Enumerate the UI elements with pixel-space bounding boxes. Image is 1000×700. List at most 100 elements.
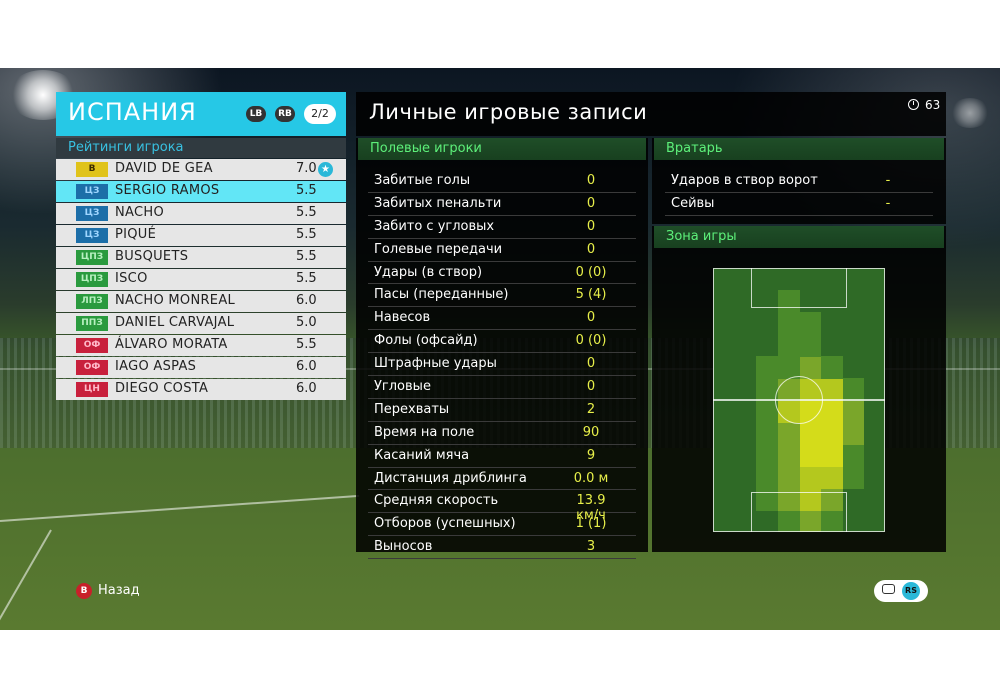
centre-circle xyxy=(775,376,823,424)
clock-icon xyxy=(908,99,919,110)
top-penalty-box xyxy=(751,268,847,308)
gk-stat-label: Ударов в створ ворот xyxy=(671,173,818,188)
player-rating: 5.5 xyxy=(296,205,317,220)
gk-stat-value: - xyxy=(885,195,891,211)
stat-row: Отборов (успешных) 1 (1) xyxy=(368,513,636,537)
rb-button-icon[interactable]: RB xyxy=(275,106,295,122)
stat-label: Время на поле xyxy=(374,424,475,440)
field-players-heading: Полевые игроки xyxy=(358,138,646,160)
heatmap-cell xyxy=(777,466,800,489)
stat-label: Удары (в створ) xyxy=(374,264,483,280)
stat-value: 0 xyxy=(586,379,596,395)
zone-heading-label: Зона игры xyxy=(666,229,737,244)
game-screen: ИСПАНИЯ LB RB 2/2 Рейтинги игрока В DAVID… xyxy=(0,68,1000,630)
heatmap-cell xyxy=(777,290,800,313)
player-row[interactable]: ЦПЗ ISCO 5.5 xyxy=(56,269,346,290)
stat-value: 0 xyxy=(586,218,596,234)
stat-label: Забитых пенальти xyxy=(374,195,502,211)
stat-row: Средняя скорость 13.9 км/ч xyxy=(368,490,636,523)
position-badge: ЦЗ xyxy=(76,184,108,199)
player-row[interactable]: ОФ ÁLVARO MORATA 5.5 xyxy=(56,335,346,356)
heatmap-cell xyxy=(820,444,843,467)
stat-label: Пасы (переданные) xyxy=(374,287,509,303)
stat-row: Навесов 0 xyxy=(368,307,636,331)
heatmap-cell xyxy=(756,444,778,467)
records-header: Личные игровые записи 63 xyxy=(356,92,946,136)
position-badge: ЛПЗ xyxy=(76,294,108,309)
player-row[interactable]: В DAVID DE GEA 7.0 ★ xyxy=(56,159,346,180)
heatmap-cell xyxy=(799,334,821,357)
goalkeeper-heading: Вратарь xyxy=(654,138,944,160)
stat-row: Фолы (офсайд) 0 (0) xyxy=(368,330,636,354)
lb-button-icon[interactable]: LB xyxy=(246,106,266,122)
stat-value: 0 xyxy=(586,356,596,372)
heatmap-cell xyxy=(777,312,800,335)
player-name: DIEGO COSTA xyxy=(115,381,209,396)
player-name: ÁLVARO MORATA xyxy=(115,337,228,352)
heatmap-cell xyxy=(799,488,821,511)
player-name: DANIEL CARVAJAL xyxy=(115,315,235,330)
heatmap-cell xyxy=(820,378,843,401)
stat-label: Забито с угловых xyxy=(374,218,495,234)
player-name: BUSQUETS xyxy=(115,249,189,264)
position-badge: ППЗ xyxy=(76,316,108,331)
stat-value: 90 xyxy=(582,424,600,440)
gk-stat-value: - xyxy=(885,173,891,188)
stat-value: 9 xyxy=(586,447,596,463)
heatmap-cell xyxy=(842,400,864,423)
pitch-line xyxy=(0,494,360,522)
heatmap-cell xyxy=(756,488,778,511)
heatmap-cell xyxy=(820,488,843,511)
player-name: PIQUÉ xyxy=(115,227,157,242)
player-name: NACHO xyxy=(115,205,164,220)
stat-row: Угловые 0 xyxy=(368,376,636,399)
heatmap-cell xyxy=(777,510,800,532)
team-header: ИСПАНИЯ LB RB 2/2 xyxy=(56,92,346,136)
player-row[interactable]: ЦН DIEGO COSTA 6.0 xyxy=(56,379,346,400)
ratings-heading: Рейтинги игрока xyxy=(56,138,346,158)
heatmap-cell xyxy=(799,444,821,467)
stat-label: Навесов xyxy=(374,310,431,326)
player-rating: 5.0 xyxy=(296,315,317,330)
stat-value: 0 (0) xyxy=(575,333,607,349)
chat-icon xyxy=(882,584,895,594)
gk-stat-row: Ударов в створ ворот - xyxy=(665,170,933,193)
stat-value: 1 (1) xyxy=(575,516,607,532)
back-button[interactable]: B Назад xyxy=(76,583,140,599)
gk-stat-label: Сейвы xyxy=(671,195,715,211)
stat-row: Выносов 3 xyxy=(368,536,636,560)
player-row[interactable]: ЦПЗ BUSQUETS 5.5 xyxy=(56,247,346,268)
player-row[interactable]: ЛПЗ NACHO MONREAL 6.0 xyxy=(56,291,346,312)
stat-label: Фолы (офсайд) xyxy=(374,333,478,349)
heatmap-cell xyxy=(799,466,821,489)
heatmap-cell xyxy=(842,378,864,401)
player-row[interactable]: ОФ IAGO ASPAS 6.0 xyxy=(56,357,346,378)
stat-row: Голевые передачи 0 xyxy=(368,239,636,262)
gk-stat-row: Сейвы - xyxy=(665,193,933,216)
heatmap-cell xyxy=(799,312,821,335)
page-indicator: 2/2 xyxy=(304,104,336,124)
heatmap-cell xyxy=(820,356,843,379)
stat-row: Забито с угловых 0 xyxy=(368,216,636,239)
player-row[interactable]: ЦЗ NACHO 5.5 xyxy=(56,203,346,224)
player-rating: 5.5 xyxy=(296,271,317,286)
heatmap-cell xyxy=(756,466,778,489)
stat-value: 0 xyxy=(586,195,596,211)
team-name: ИСПАНИЯ xyxy=(68,98,197,126)
position-badge: ЦЗ xyxy=(76,206,108,221)
player-row[interactable]: ППЗ DANIEL CARVAJAL 5.0 xyxy=(56,313,346,334)
stat-value: 0 xyxy=(586,241,596,257)
player-rating: 5.5 xyxy=(296,337,317,352)
stat-label: Угловые xyxy=(374,379,431,395)
bottom-right-controls[interactable]: RS xyxy=(874,580,928,602)
heatmap-cell xyxy=(842,444,864,467)
heatmap-cell xyxy=(756,400,778,423)
stat-row: Удары (в створ) 0 (0) xyxy=(368,262,636,285)
pitch-line xyxy=(0,529,52,630)
player-row[interactable]: ЦЗ PIQUÉ 5.5 xyxy=(56,225,346,246)
heatmap-cell xyxy=(777,488,800,511)
stat-row: Перехваты 2 xyxy=(368,399,636,422)
player-row[interactable]: ЦЗ SERGIO RAMOS 5.5 xyxy=(56,181,346,202)
position-badge: ЦЗ xyxy=(76,228,108,243)
heatmap-cell xyxy=(777,444,800,467)
